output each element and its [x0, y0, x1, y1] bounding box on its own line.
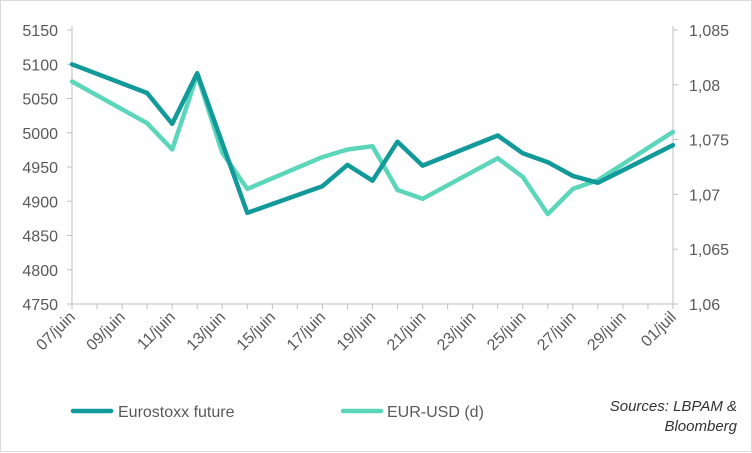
x-tick-label: 09/juin: [84, 309, 129, 354]
legend-label-eurostoxx: Eurostoxx future: [118, 404, 235, 421]
x-axis-ticks: 07/juin 09/juin 11/juin 13/juin 15/juin 17/ju…: [33, 304, 680, 354]
x-tick-label: 25/juin: [484, 309, 529, 354]
series-line-eurusd: [69, 72, 676, 217]
axes: [71, 26, 674, 305]
right-tick-label: 1,065: [689, 242, 729, 259]
x-tick-label: 21/juin: [384, 309, 429, 354]
left-tick-label: 5150: [22, 23, 58, 40]
x-tick-label: 15/juin: [234, 309, 279, 354]
x-tick-label: 19/juin: [334, 309, 379, 354]
left-tick-label: 4900: [22, 194, 58, 211]
legend-label-eurusd: EUR-USD (d): [387, 404, 484, 421]
x-tick-label: 29/juin: [584, 309, 629, 354]
series-line-eurostoxx: [69, 62, 676, 216]
right-tick-label: 1,06: [689, 297, 720, 314]
left-tick-label: 4750: [22, 297, 58, 314]
left-tick-label: 4800: [22, 263, 58, 280]
x-tick-label: 17/juin: [284, 309, 329, 354]
right-axis-ticks: 1,06 1,065 1,07 1,075 1,08 1,085: [673, 23, 729, 314]
right-tick-label: 1,07: [689, 187, 720, 204]
series-lines: [69, 62, 676, 217]
source-line-2: Bloomberg: [664, 418, 737, 435]
left-tick-label: 5050: [22, 92, 58, 109]
x-tick-label: 07/juin: [33, 309, 78, 354]
source-line-1: Sources: LBPAM &: [610, 398, 737, 415]
x-tick-label: 01/juil: [638, 309, 680, 351]
right-tick-label: 1,085: [689, 23, 729, 40]
source-note: Sources: LBPAM & Bloomberg: [610, 398, 738, 435]
legend: Eurostoxx future EUR-USD (d): [70, 404, 484, 421]
x-tick-label: 11/juin: [134, 309, 179, 354]
right-tick-label: 1,075: [689, 133, 729, 150]
x-tick-label: 13/juin: [184, 309, 229, 354]
left-tick-label: 5000: [22, 126, 58, 143]
left-axis-ticks: 4750 4800 4850 4900 4950 5000 5050 5100 5150: [22, 23, 72, 314]
x-tick-label: 23/juin: [434, 309, 479, 354]
left-tick-label: 5100: [22, 57, 58, 74]
right-tick-label: 1,08: [689, 78, 720, 95]
left-tick-label: 4850: [22, 229, 58, 246]
left-tick-label: 4950: [22, 160, 58, 177]
x-tick-label: 27/juin: [534, 309, 579, 354]
